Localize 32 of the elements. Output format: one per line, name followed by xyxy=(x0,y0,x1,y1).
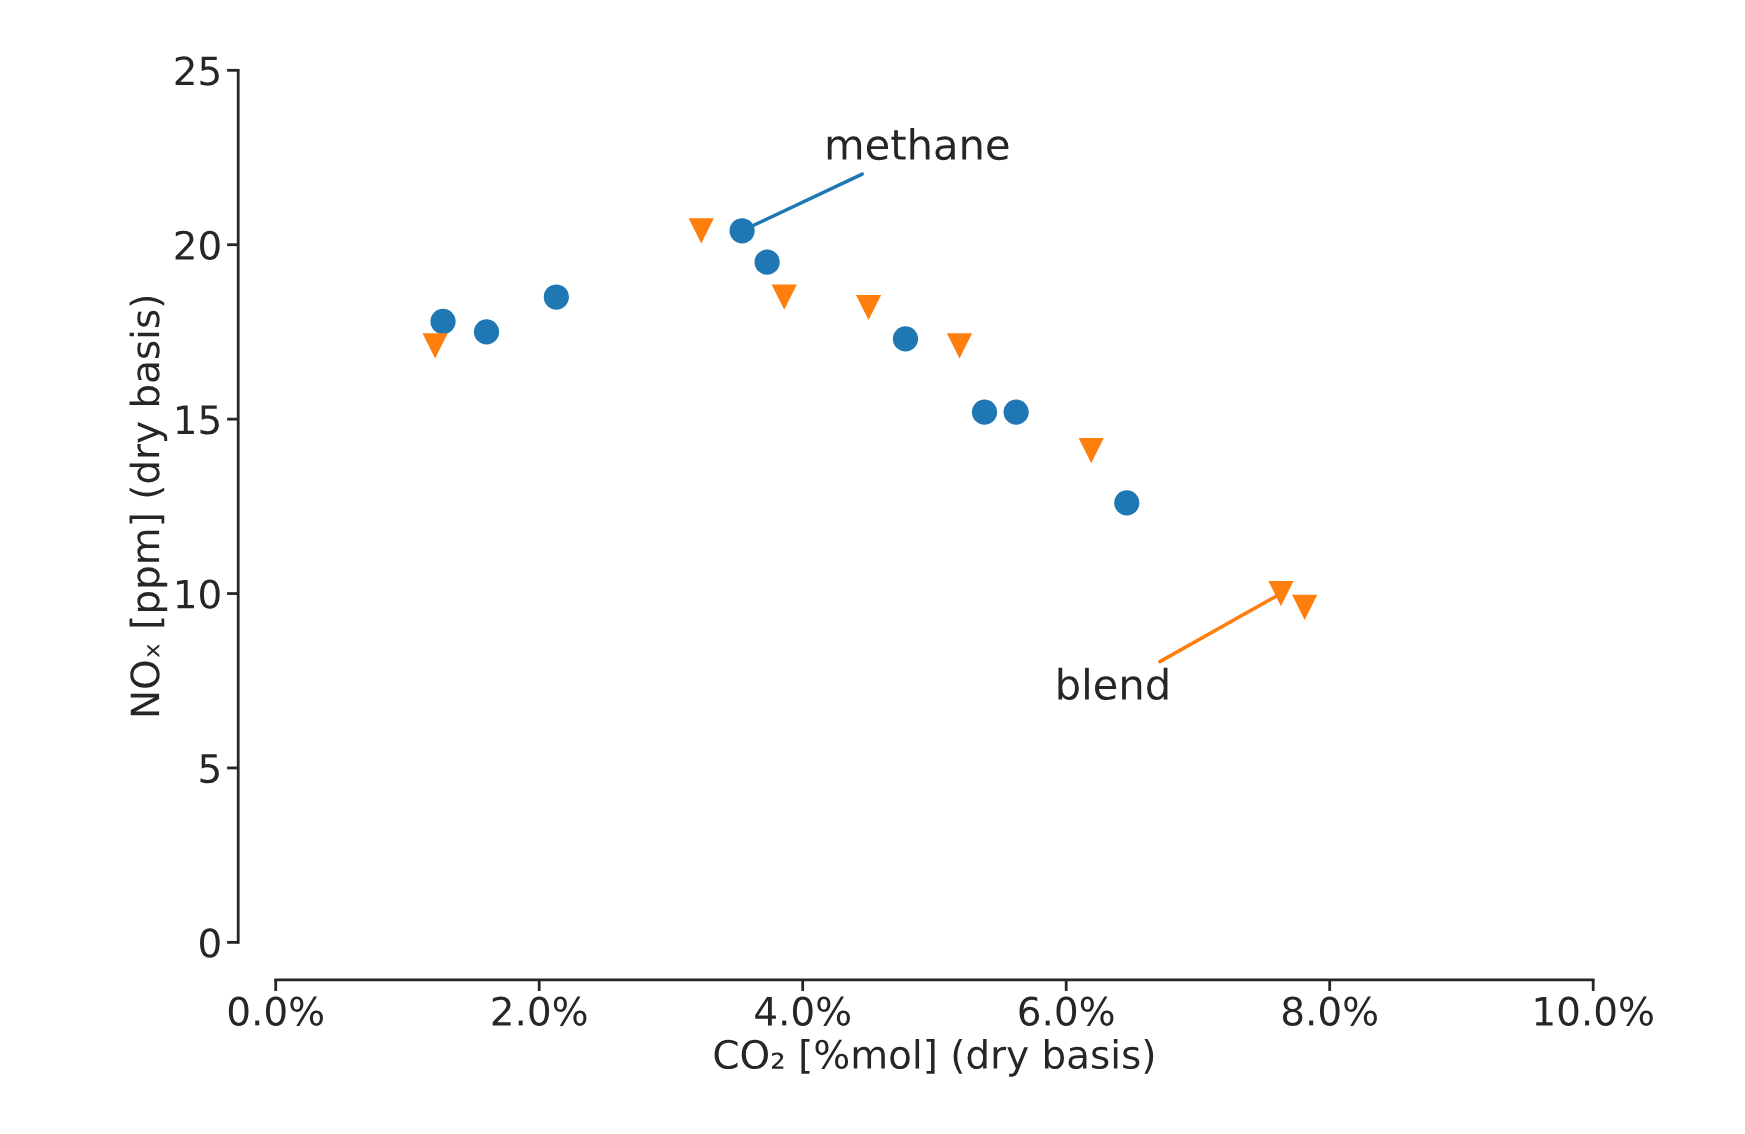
point xyxy=(1268,580,1294,607)
x-tick-label: 8.0% xyxy=(1282,996,1377,1026)
y-tick-label: 5 xyxy=(200,754,219,784)
y-axis-title: NOₓ [ppm] (dry basis) xyxy=(129,296,168,716)
point xyxy=(543,284,569,310)
point xyxy=(855,294,882,321)
point xyxy=(1292,594,1318,621)
y-tick-label: 25 xyxy=(175,56,219,86)
point xyxy=(422,333,448,359)
point xyxy=(1078,437,1104,464)
point xyxy=(688,218,714,244)
x-axis-title: CO₂ [%mol] (dry basis) xyxy=(714,1039,1154,1077)
x-tick-label: 4.0% xyxy=(755,996,850,1026)
x-tick-label: 6.0% xyxy=(1019,996,1114,1026)
point xyxy=(754,249,780,275)
annotation: methane xyxy=(827,127,1009,161)
point xyxy=(892,326,919,352)
point xyxy=(1003,399,1029,425)
point xyxy=(771,284,797,310)
point xyxy=(1114,490,1140,516)
point xyxy=(971,399,998,425)
x-tick-label: 10.0% xyxy=(1535,996,1653,1026)
point xyxy=(473,319,500,345)
x-tick-label: 2.0% xyxy=(492,996,587,1026)
y-tick-label: 10 xyxy=(177,579,220,609)
y-tick-label: 0 xyxy=(200,928,220,958)
annotation: blend xyxy=(1058,667,1168,701)
x-tick-label: 0.0% xyxy=(228,996,323,1026)
point xyxy=(946,333,973,359)
y-tick-label: 20 xyxy=(175,230,220,261)
point xyxy=(430,308,456,335)
y-tick-label: 15 xyxy=(177,405,219,435)
